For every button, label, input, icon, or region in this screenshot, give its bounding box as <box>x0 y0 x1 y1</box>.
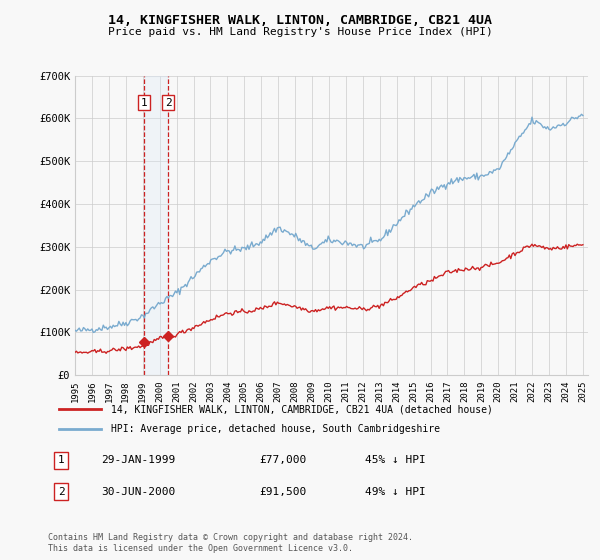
Text: 29-JAN-1999: 29-JAN-1999 <box>101 455 175 465</box>
Text: 49% ↓ HPI: 49% ↓ HPI <box>365 487 425 497</box>
Text: 14, KINGFISHER WALK, LINTON, CAMBRIDGE, CB21 4UA: 14, KINGFISHER WALK, LINTON, CAMBRIDGE, … <box>108 14 492 27</box>
Text: 14, KINGFISHER WALK, LINTON, CAMBRIDGE, CB21 4UA (detached house): 14, KINGFISHER WALK, LINTON, CAMBRIDGE, … <box>112 404 493 414</box>
Text: 2: 2 <box>58 487 65 497</box>
Text: 2: 2 <box>165 97 172 108</box>
Text: £91,500: £91,500 <box>259 487 307 497</box>
Text: 30-JUN-2000: 30-JUN-2000 <box>101 487 175 497</box>
Text: 45% ↓ HPI: 45% ↓ HPI <box>365 455 425 465</box>
Text: Contains HM Land Registry data © Crown copyright and database right 2024.
This d: Contains HM Land Registry data © Crown c… <box>48 533 413 553</box>
Text: HPI: Average price, detached house, South Cambridgeshire: HPI: Average price, detached house, Sout… <box>112 424 440 434</box>
Text: Price paid vs. HM Land Registry's House Price Index (HPI): Price paid vs. HM Land Registry's House … <box>107 27 493 37</box>
Bar <box>144 76 168 375</box>
Text: 1: 1 <box>58 455 65 465</box>
Text: 1: 1 <box>141 97 148 108</box>
Text: £77,000: £77,000 <box>259 455 307 465</box>
